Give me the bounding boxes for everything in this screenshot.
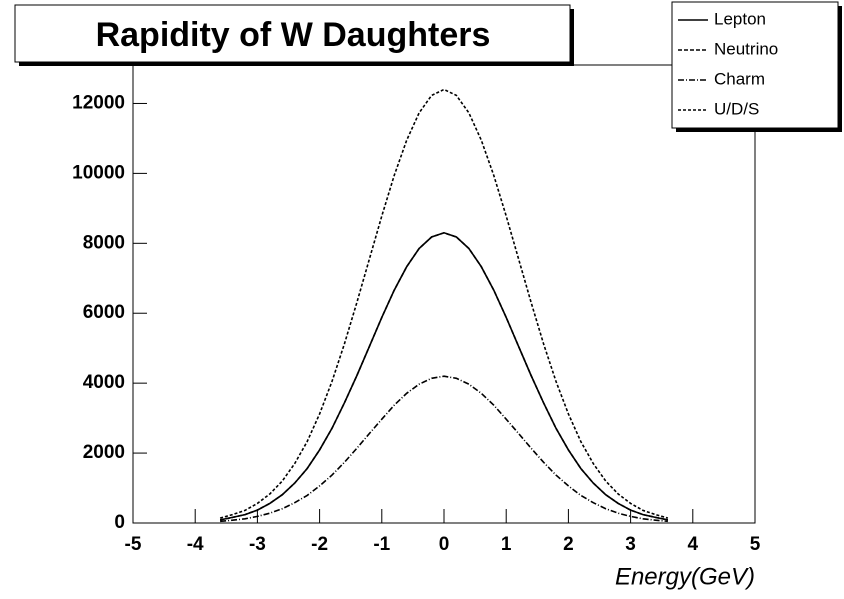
legend-label: Charm: [714, 69, 765, 88]
x-axis-label: Energy(GeV): [615, 563, 755, 590]
series-line: [220, 375, 668, 523]
x-tick-label: -3: [249, 534, 266, 555]
x-tick-label: -5: [125, 534, 142, 555]
x-tick-label: 0: [439, 534, 450, 555]
x-tick-label: -2: [311, 534, 328, 555]
y-tick-label: 12000: [72, 92, 125, 113]
x-tick-label: 4: [688, 534, 699, 555]
x-tick-label: 1: [501, 534, 512, 555]
legend-label: U/D/S: [714, 99, 759, 118]
y-tick-label: 8000: [83, 232, 125, 253]
x-tick-label: 5: [750, 534, 761, 555]
legend-label: Neutrino: [714, 39, 778, 58]
y-tick-label: 0: [114, 512, 125, 533]
x-tick-label: -1: [373, 534, 390, 555]
title-box: [14, 4, 571, 63]
series-line: [219, 88, 669, 519]
y-tick-label: 4000: [83, 372, 125, 393]
x-tick-label: 2: [563, 534, 574, 555]
chart-title: Rapidity of W Daughters: [96, 16, 491, 54]
series-line: [219, 231, 669, 521]
y-tick-label: 10000: [72, 162, 125, 183]
x-tick-label: 3: [625, 534, 636, 555]
legend-label: Lepton: [714, 9, 766, 28]
y-tick-label: 2000: [83, 442, 125, 463]
y-tick-label: 6000: [83, 302, 125, 323]
legend: [671, 1, 839, 129]
x-tick-label: -4: [187, 534, 204, 555]
plot-frame: [132, 64, 756, 524]
